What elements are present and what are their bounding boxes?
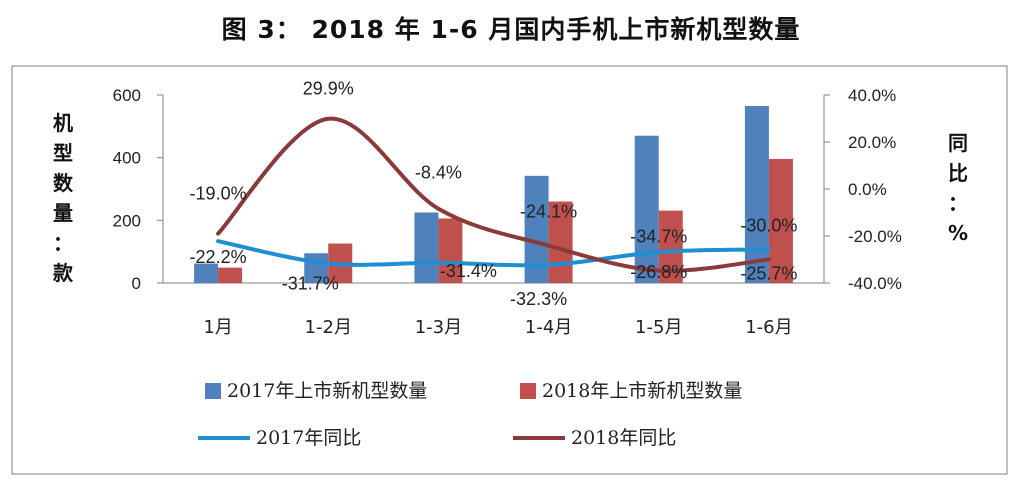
left-tick-label: 0	[132, 274, 141, 293]
bar-2017	[744, 105, 769, 283]
x-tick-label: 1-6月	[745, 317, 792, 338]
y2-axis-title-char: %	[948, 221, 968, 245]
y2-axis-title-char: 同	[948, 131, 968, 155]
right-tick-label: 0.0%	[848, 180, 887, 199]
legend-label: 2018年上市新机型数量	[542, 380, 742, 402]
data-label-2017-yoy: -26.8%	[630, 262, 687, 282]
right-tick-label: 40.0%	[848, 86, 896, 105]
y-axis-title-char: 数	[53, 171, 74, 195]
y-axis-title-char: 款	[53, 261, 74, 285]
data-label-2018-yoy: -24.1%	[520, 202, 577, 222]
x-tick-label: 1月	[203, 317, 232, 338]
left-tick-label: 600	[113, 86, 141, 105]
right-tick-label: -20.0%	[848, 227, 902, 246]
right-tick-label: 20.0%	[848, 133, 896, 152]
left-tick-label: 400	[113, 149, 141, 168]
chart-frame	[11, 65, 1008, 475]
legend-swatch	[520, 383, 536, 399]
legend-swatch	[205, 383, 221, 399]
x-tick-label: 1-2月	[305, 317, 352, 338]
bar-2018	[438, 218, 463, 283]
data-label-2017-yoy: -32.3%	[510, 289, 567, 309]
bar-2018	[548, 201, 573, 283]
data-label-2018-yoy: -30.0%	[740, 216, 797, 236]
x-tick-label: 1-3月	[415, 317, 462, 338]
y-axis-title-char: 型	[53, 141, 73, 165]
bar-2017	[634, 135, 659, 283]
y2-axis-title-char: ：	[948, 191, 968, 215]
x-tick-label: 1-5月	[635, 317, 682, 338]
data-label-2017-yoy: -25.7%	[740, 263, 797, 283]
legend-label: 2018年同比	[571, 427, 676, 449]
bar-2018	[768, 158, 793, 283]
data-label-2018-yoy: -19.0%	[190, 184, 247, 204]
legend-label: 2017年同比	[256, 427, 361, 449]
data-label-2018-yoy: 29.9%	[303, 79, 354, 99]
chart-title: 图 3： 2018 年 1-6 月国内手机上市新机型数量	[221, 15, 801, 44]
right-tick-label: -40.0%	[848, 274, 902, 293]
line-2017-yoy	[216, 239, 771, 268]
line-2018-yoy	[216, 116, 771, 273]
bar-2017	[304, 253, 329, 283]
bar-2017	[194, 263, 219, 283]
data-label-2017-yoy: -31.4%	[440, 261, 497, 281]
data-label-2018-yoy: -34.7%	[630, 227, 687, 247]
data-label-2017-yoy: -22.2%	[190, 247, 247, 267]
left-tick-label: 200	[113, 211, 141, 230]
data-label-2017-yoy: -31.7%	[282, 273, 339, 293]
x-tick-label: 1-4月	[525, 317, 572, 338]
y2-axis-title-char: 比	[948, 161, 968, 185]
bar-2018	[218, 267, 243, 283]
y-axis-title-char: 量	[53, 201, 73, 225]
legend-label: 2017年上市新机型数量	[227, 380, 427, 402]
y-axis-title-char: 机	[53, 111, 73, 135]
y-axis-title-char: ：	[53, 231, 73, 255]
bar-2017	[414, 212, 439, 283]
data-label-2018-yoy: -8.4%	[415, 163, 462, 183]
